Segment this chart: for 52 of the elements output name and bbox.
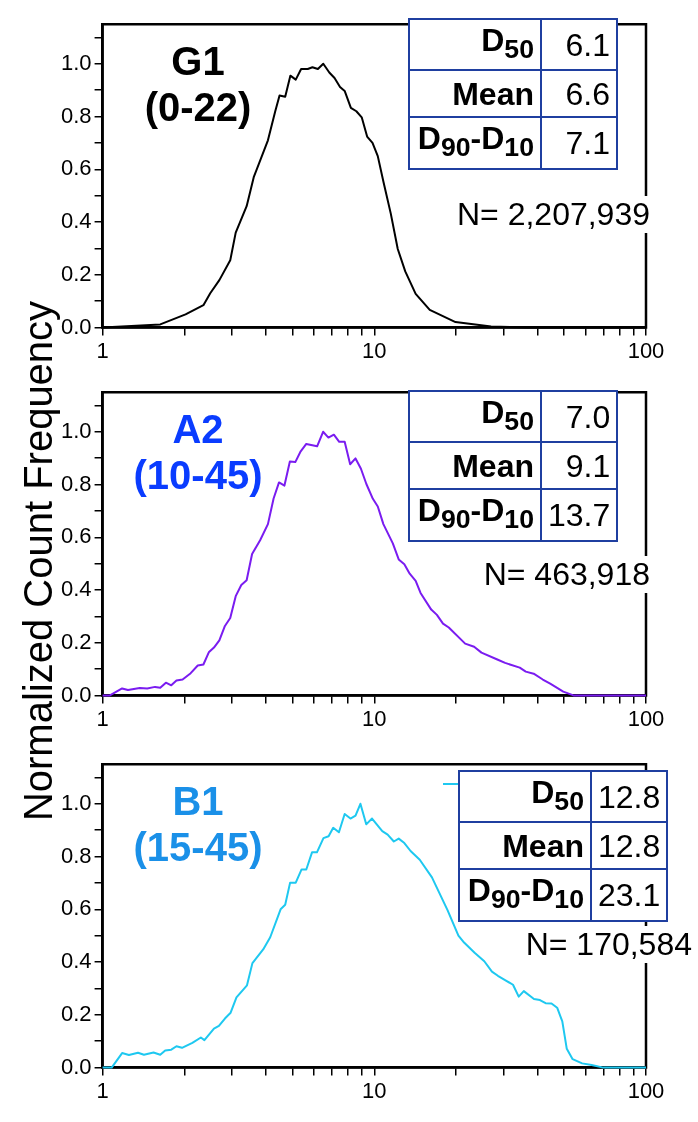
annotation: Mean <box>459 822 591 870</box>
annotation: 13.7 <box>541 489 618 541</box>
annotation: N= 463,918 <box>483 556 650 593</box>
y-tick-label: 0.2 <box>60 1000 92 1026</box>
y-tick-label: 1.0 <box>60 49 92 75</box>
y-tick-label: 1.0 <box>60 789 92 815</box>
annotation: D$_{90}$-D$_{10}$ <box>409 117 541 169</box>
annotation: N= 170,584 <box>525 926 692 963</box>
annotation: 12.8 <box>591 771 668 823</box>
x-tick-label: 10 <box>362 705 387 731</box>
y-tick-label: 0.0 <box>60 681 92 707</box>
annotation: D$_{50}$ <box>409 19 541 71</box>
y-tick-label: 0.4 <box>60 576 92 602</box>
annotation: Mean <box>409 70 541 118</box>
text: G1 (0-22) <box>143 38 253 130</box>
y-tick-label: 0.8 <box>60 102 92 128</box>
annotation: 23.1 <box>591 869 668 921</box>
y-tick-label: 0.0 <box>60 313 92 339</box>
y-tick-label: 1.0 <box>60 417 92 443</box>
y-tick-label: 0.4 <box>60 208 92 234</box>
annotation: N= 2,207,939 <box>456 196 650 233</box>
text: A2 (10-45) <box>132 406 264 498</box>
x-tick-label: 10 <box>362 337 387 363</box>
y-tick-label: 0.4 <box>60 948 92 974</box>
x-tick-label: 100 <box>627 705 665 731</box>
x-tick-label: 1 <box>96 1077 109 1103</box>
annotation: 7.0 <box>541 391 618 443</box>
annotation: Mean <box>409 442 541 490</box>
annotation: 7.1 <box>541 117 617 169</box>
annotation: 6.6 <box>541 70 617 118</box>
y-tick-label: 0.6 <box>60 895 92 921</box>
x-tick-label: 10 <box>362 1077 387 1103</box>
y-tick-label: 0.6 <box>60 155 92 181</box>
y-tick-label: 0.6 <box>60 523 92 549</box>
y-axis-title: Normalized Count Frequency <box>15 300 61 822</box>
annotation: D$_{50}$ <box>409 391 541 443</box>
x-tick-label: 100 <box>627 337 665 363</box>
annotation: D$_{90}$-D$_{10}$ <box>459 869 591 921</box>
x-tick-label: 100 <box>627 1077 665 1103</box>
annotation: 6.1 <box>541 19 617 71</box>
y-tick-label: 0.8 <box>60 470 92 496</box>
annotation: 9.1 <box>541 442 618 490</box>
y-tick-label: 0.2 <box>60 260 92 286</box>
annotation: D$_{90}$-D$_{10}$ <box>409 489 541 541</box>
x-tick-label: 1 <box>96 337 109 363</box>
annotation: D$_{50}$ <box>459 771 591 823</box>
y-tick-label: 0.8 <box>60 842 92 868</box>
y-tick-label: 0.2 <box>60 628 92 654</box>
x-tick-label: 1 <box>96 705 109 731</box>
y-tick-label: 0.0 <box>60 1053 92 1079</box>
annotation: 12.8 <box>591 822 668 870</box>
text: B1 (15-45) <box>132 778 264 870</box>
